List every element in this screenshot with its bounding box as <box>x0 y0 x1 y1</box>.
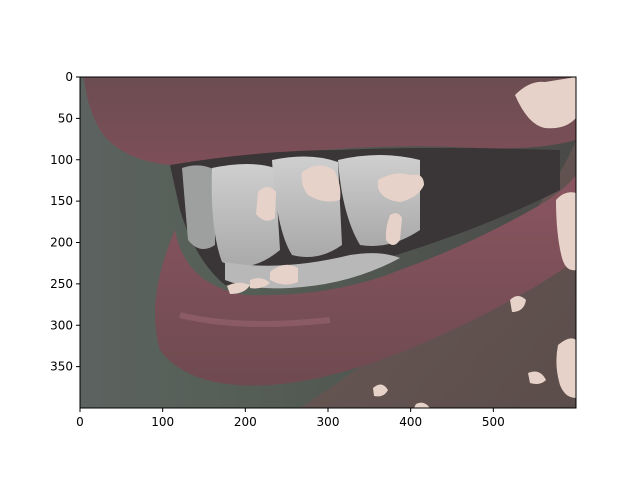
upper-lip <box>84 77 576 165</box>
overlay-blob <box>528 371 546 384</box>
lower-lip <box>155 175 576 386</box>
lower-lip-highlight <box>179 312 331 327</box>
overlay-blob <box>250 278 270 289</box>
overlay-blob <box>385 213 402 245</box>
x-tick-label: 400 <box>399 415 422 429</box>
overlay-blobs <box>227 77 576 408</box>
x-tick-label: 500 <box>482 415 505 429</box>
overlay-blob <box>515 77 576 129</box>
overlay-blob <box>373 384 388 397</box>
y-tick-label: 250 <box>50 277 73 291</box>
y-tick-label: 300 <box>50 318 73 332</box>
x-tick-label: 300 <box>317 415 340 429</box>
overlay-blob <box>414 402 430 408</box>
x-tick-label: 0 <box>76 415 84 429</box>
y-tick-label: 200 <box>50 236 73 250</box>
x-axis: 0 100 200 300 400 500 <box>76 408 505 429</box>
tooth-back <box>182 165 215 249</box>
photo <box>80 77 576 408</box>
overlay-blob <box>556 192 576 271</box>
x-tick-label: 200 <box>234 415 257 429</box>
y-tick-label: 100 <box>50 153 73 167</box>
overlay-blob <box>510 296 526 312</box>
overlay-blob <box>270 264 298 285</box>
x-tick-label: 100 <box>151 415 174 429</box>
overlay-blob <box>227 282 250 294</box>
overlay-blob <box>256 187 276 221</box>
skin-region <box>300 77 576 408</box>
y-tick-label: 0 <box>65 70 73 84</box>
overlay-blob <box>301 165 341 202</box>
y-tick-label: 350 <box>50 360 73 374</box>
y-axis: 0 50 100 150 200 250 300 350 <box>50 70 80 374</box>
overlay-blob <box>378 173 424 202</box>
tooth-lower <box>225 253 400 289</box>
overlay-blob <box>556 338 576 398</box>
y-tick-label: 50 <box>58 111 73 125</box>
y-tick-label: 150 <box>50 194 73 208</box>
